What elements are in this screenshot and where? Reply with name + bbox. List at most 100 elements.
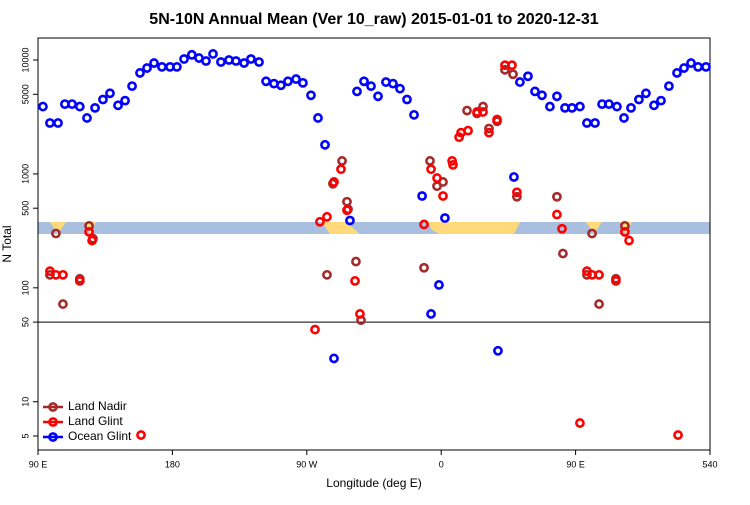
point: [90, 102, 100, 113]
point: [672, 68, 682, 78]
point: [634, 94, 644, 105]
point: [84, 226, 94, 237]
point: [231, 56, 241, 66]
point: [74, 276, 85, 286]
point: [448, 159, 458, 170]
point: [254, 57, 264, 67]
point: [594, 299, 604, 309]
legend-marker: [48, 432, 58, 442]
point: [306, 90, 316, 101]
point: [58, 299, 68, 309]
point: [342, 205, 352, 216]
point: [239, 58, 249, 68]
point: [594, 269, 604, 280]
x-tick-label: 90 E: [29, 459, 48, 469]
point: [619, 226, 630, 237]
point: [512, 191, 522, 202]
point: [508, 69, 518, 80]
point: [462, 105, 472, 116]
point: [582, 269, 592, 280]
point: [179, 54, 189, 64]
point: [395, 83, 405, 94]
y-tick-label: 5000: [20, 84, 30, 104]
legend-label: Land Nadir: [68, 399, 127, 413]
point: [98, 94, 108, 105]
point: [53, 118, 63, 128]
x-tick-label: 180: [165, 459, 180, 469]
point: [135, 68, 145, 78]
point: [611, 276, 621, 286]
point: [82, 113, 92, 123]
point: [283, 76, 293, 87]
point: [478, 101, 488, 112]
point: [208, 49, 218, 59]
legend-marker: [48, 402, 58, 412]
point: [438, 191, 448, 201]
legend-label: Land Glint: [68, 414, 123, 428]
point: [419, 262, 429, 273]
point: [45, 118, 55, 128]
point: [619, 113, 629, 123]
point: [575, 101, 585, 112]
point: [409, 109, 419, 120]
point: [366, 81, 376, 92]
point: [656, 95, 666, 106]
x-tick-label: 90 E: [566, 459, 585, 469]
point: [426, 164, 436, 175]
point: [440, 213, 450, 223]
point: [558, 248, 568, 259]
y-tick-label: 10: [20, 397, 30, 407]
point: [512, 187, 522, 198]
point: [402, 94, 412, 105]
point: [87, 235, 97, 246]
point: [127, 81, 137, 92]
point: [679, 63, 689, 73]
point: [322, 269, 332, 280]
point: [345, 215, 355, 226]
legend-label: Ocean Glint: [68, 429, 132, 443]
point: [649, 100, 659, 111]
point: [587, 228, 597, 239]
x-axis-label: Longitude (deg E): [326, 476, 421, 490]
point: [298, 77, 308, 88]
point: [201, 56, 211, 66]
point: [291, 74, 301, 84]
strip-land: [50, 222, 66, 234]
point: [74, 101, 85, 112]
point: [329, 177, 339, 187]
point: [673, 430, 683, 440]
point: [425, 156, 435, 166]
point: [509, 172, 519, 182]
point: [484, 127, 494, 138]
y-axis-label: N Total: [0, 225, 14, 262]
point: [417, 191, 427, 201]
y-tick-label: 100: [20, 280, 30, 295]
point: [626, 102, 636, 113]
point: [51, 228, 61, 239]
point: [149, 58, 159, 68]
point: [537, 90, 547, 101]
point: [342, 196, 352, 207]
point: [246, 54, 256, 64]
y-tick-label: 1000: [20, 164, 30, 184]
point: [624, 235, 634, 246]
point: [359, 76, 369, 87]
point: [157, 61, 167, 72]
point: [313, 113, 323, 123]
chart-title: 5N-10N Annual Mean (Ver 10_raw) 2015-01-…: [149, 11, 599, 28]
point: [500, 64, 510, 75]
x-tick-label: 90 W: [296, 459, 318, 469]
point: [463, 125, 473, 136]
point: [514, 77, 525, 87]
y-tick-label: 10000: [20, 47, 30, 72]
point: [67, 99, 77, 110]
point: [492, 114, 502, 125]
point: [545, 101, 555, 112]
surface-strip: [38, 222, 710, 234]
point: [701, 61, 711, 72]
y-tick-label: 500: [20, 201, 30, 216]
series: [45, 64, 630, 326]
point: [136, 430, 146, 440]
point: [171, 61, 182, 72]
